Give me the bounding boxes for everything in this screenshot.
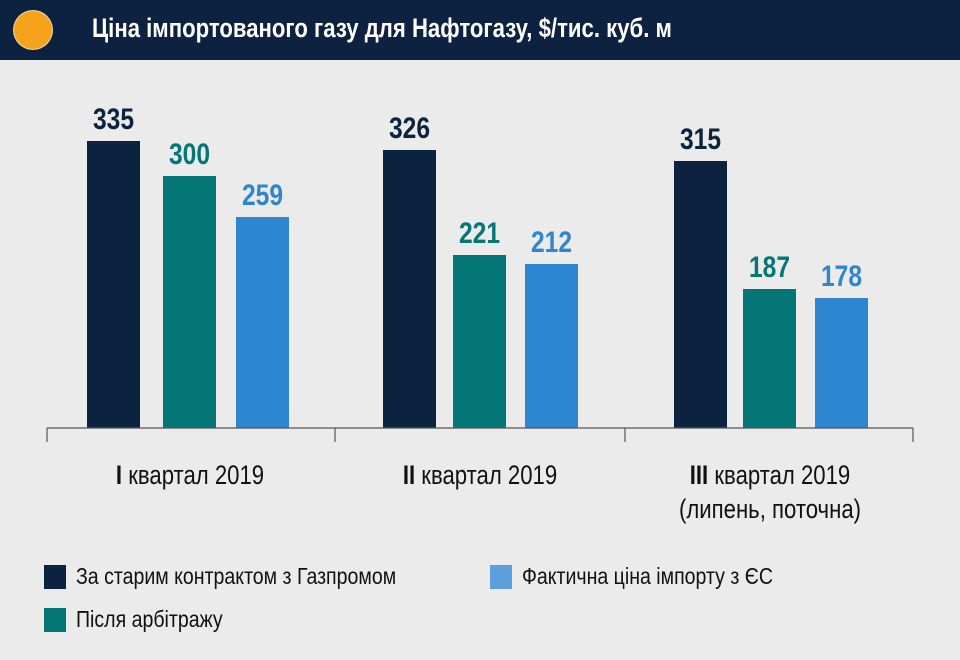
legend-label: Фактична ціна імпорту з ЄС [522,563,773,589]
legend-label: Після арбітражу [76,606,223,632]
chart-title: Ціна імпортованого газу для Нафтогазу, $… [92,13,672,43]
data-label: 212 [531,225,572,259]
bar [815,298,868,428]
bar [453,255,506,428]
bar [383,150,436,428]
category-note: (липень, поточна) [678,494,862,524]
category-label-q1: I квартал 2019 [83,458,296,492]
data-label: 187 [749,250,790,284]
legend-label: За старим контрактом з Газпромом [76,563,397,589]
roman-numeral: III [689,460,709,490]
legend-swatch [44,564,66,589]
category-text: квартал 2019 [421,460,558,490]
category-label-q2: II квартал 2019 [373,458,586,492]
orange-dot-icon [14,11,52,49]
header-bar: Ціна імпортованого газу для Нафтогазу, $… [0,0,960,60]
bar [674,161,727,428]
bar [87,141,140,428]
data-label: 300 [169,137,210,171]
category-text: квартал 2019 [714,460,851,490]
bar [743,289,796,428]
data-label: 335 [93,102,134,136]
legend-item-gazprom: За старим контрактом з Газпромом [44,563,453,590]
legend-swatch [44,607,66,632]
roman-numeral: I [115,460,123,490]
data-label: 178 [821,259,862,293]
data-label: 315 [680,122,721,156]
legend-item-arbitration: Після арбітражу [44,606,249,633]
legend-item-eu: Фактична ціна імпорту з ЄС [490,563,817,590]
bar [163,176,216,428]
category-text: квартал 2019 [128,460,265,490]
bar [236,217,289,428]
roman-numeral: II [402,460,416,490]
data-label: 259 [242,178,283,212]
legend-swatch [490,564,512,589]
data-label: 326 [389,111,430,145]
category-label-q3: III квартал 2019 (липень, поточна) [663,458,876,526]
data-label: 221 [459,216,500,250]
bar [525,264,578,428]
